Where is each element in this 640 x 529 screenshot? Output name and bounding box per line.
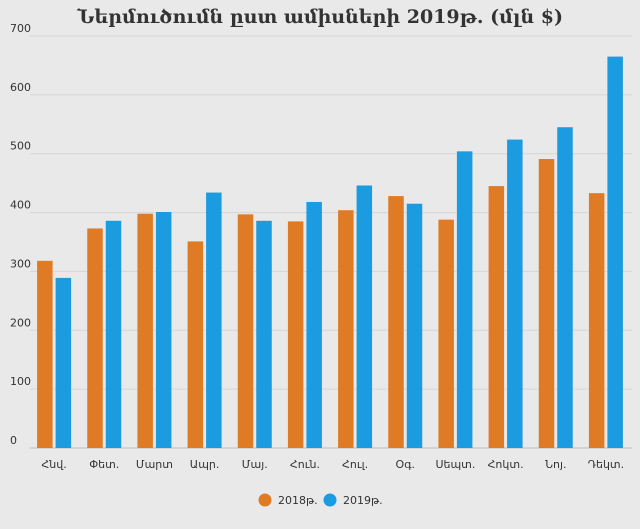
x-tick-label: Հուլ. <box>342 458 368 471</box>
bar-series2 <box>306 201 322 448</box>
bar-series1 <box>388 196 404 448</box>
legend: 2018թ. 2019թ. <box>258 493 383 507</box>
bar-series2 <box>607 56 623 448</box>
x-tick-label: Հուն. <box>290 458 320 471</box>
bar-series1 <box>287 221 304 448</box>
bar-series2 <box>155 211 172 448</box>
bar-series2 <box>456 151 473 449</box>
bar-layer <box>37 56 623 449</box>
bar-series2 <box>406 203 423 448</box>
x-tick-label: Մարտ <box>136 458 173 471</box>
y-tick-label: 100 <box>10 375 31 388</box>
x-tick-label: Նոյ. <box>545 458 566 471</box>
x-tick-label: Ապր. <box>190 458 220 471</box>
legend-marker-series2 <box>323 493 337 507</box>
grid-layer <box>30 35 632 449</box>
tick-label-layer: 0 100 200 300 400 500 600 700 Հնվ. Փետ. Մարտ Ապր. Մա… <box>10 22 624 471</box>
x-tick-label: Մայ. <box>242 458 268 471</box>
bar-series2 <box>105 220 122 448</box>
bar-series2 <box>557 127 573 448</box>
y-tick-label: 400 <box>10 199 31 212</box>
x-tick-label: Հոկտ. <box>488 458 524 471</box>
bar-series1 <box>87 228 103 448</box>
y-tick-label: 0 <box>10 434 17 447</box>
x-tick-label: Հնվ. <box>41 458 66 471</box>
chart-title: Ներմուծումն ըստ ամիսների 2019թ. (մլն $) <box>77 6 563 28</box>
bar-series1 <box>137 213 153 448</box>
legend-marker-series1 <box>258 493 272 507</box>
bar-series2 <box>206 192 222 448</box>
bar-series1 <box>37 260 53 448</box>
bar-series1 <box>588 193 605 448</box>
bar-series2 <box>55 277 72 448</box>
bar-series1 <box>187 241 204 448</box>
legend-label-series1: 2018թ. <box>278 494 318 507</box>
x-tick-label: Դեկտ. <box>588 458 624 471</box>
y-tick-label: 300 <box>10 257 31 270</box>
x-tick-label: Օգ. <box>396 458 415 471</box>
x-tick-label: Սեպտ. <box>435 458 475 471</box>
bar-series2 <box>507 139 523 449</box>
y-tick-label: 700 <box>10 22 31 35</box>
bar-series2 <box>356 185 373 449</box>
x-tick-label: Փետ. <box>89 458 119 471</box>
bar-series1 <box>538 159 555 449</box>
bar-series1 <box>488 186 505 449</box>
bar-series1 <box>438 219 454 448</box>
y-tick-label: 200 <box>10 316 31 329</box>
y-tick-label: 500 <box>10 140 31 153</box>
y-tick-label: 600 <box>10 81 31 94</box>
legend-label-series2: 2019թ. <box>343 494 383 507</box>
bar-series2 <box>256 220 272 448</box>
bar-series1 <box>338 210 354 448</box>
bar-series1 <box>237 214 254 448</box>
